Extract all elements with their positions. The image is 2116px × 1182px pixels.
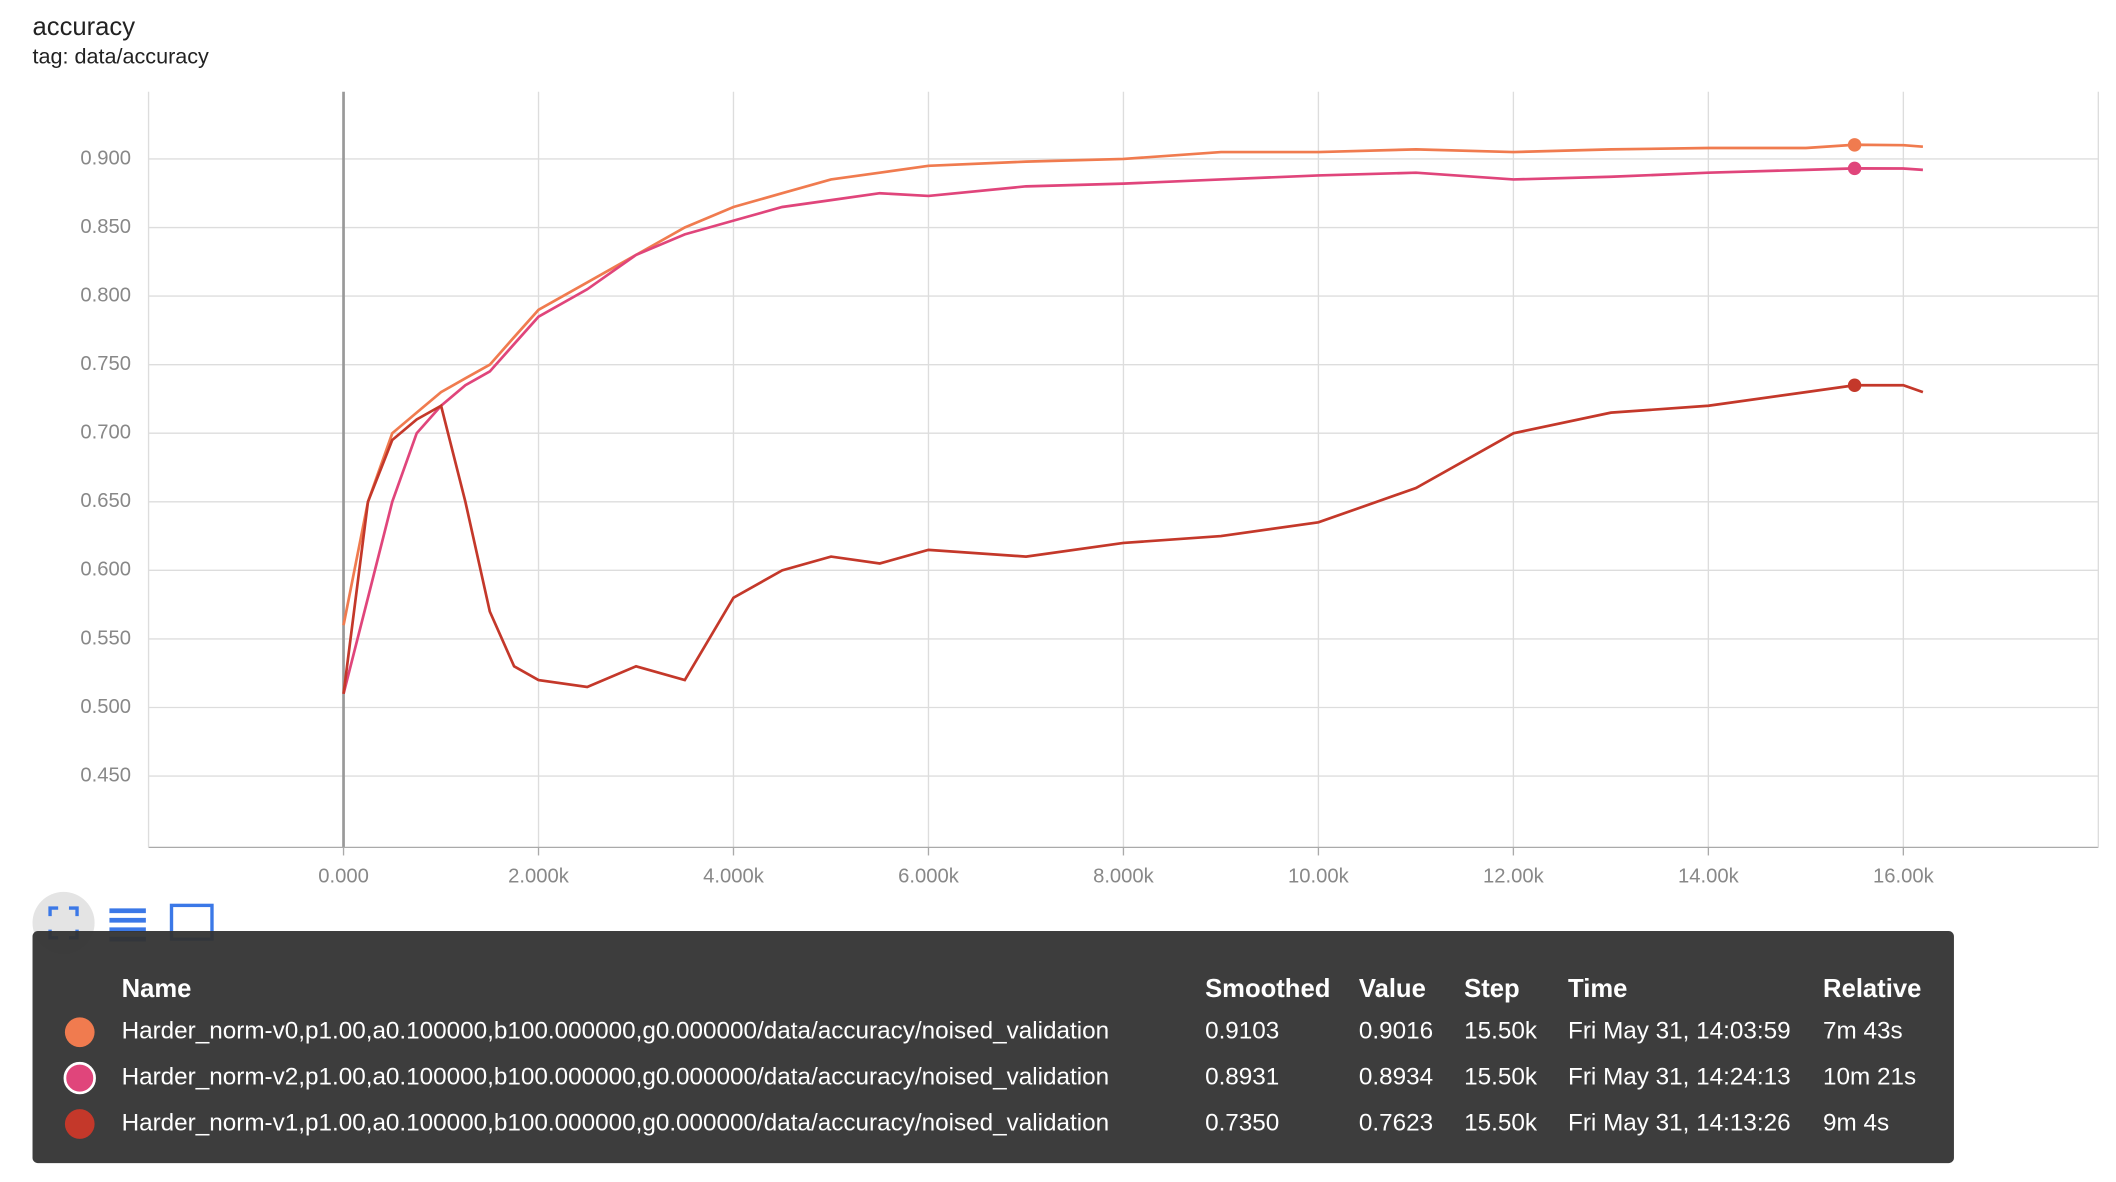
highlight-point <box>1847 138 1862 152</box>
y-tick-label: 0.850 <box>80 216 131 238</box>
tooltip-name: Harder_norm-v1,p1.00,a0.100000,b100.0000… <box>122 1109 1110 1136</box>
tooltip-header: Time <box>1568 975 1627 1003</box>
tooltip-cell: 15.50k <box>1464 1018 1538 1045</box>
plot-area: 0.450 0.500 0.550 0.600 0.650 0.700 0.750 0.800… <box>80 91 2099 887</box>
tooltip-cell: 15.50k <box>1464 1064 1538 1091</box>
tooltip-header: Value <box>1359 975 1426 1003</box>
legend-swatch <box>63 1061 96 1095</box>
x-tick-label: 14.00k <box>1678 865 1740 887</box>
y-tick-label: 0.650 <box>80 490 131 512</box>
tooltip-cell: 7m 43s <box>1823 1018 1903 1045</box>
tooltip-cell: 9m 4s <box>1823 1109 1889 1136</box>
list-icon[interactable] <box>109 908 146 942</box>
tooltip-cell: Fri May 31, 14:03:59 <box>1568 1018 1791 1045</box>
y-tick-label: 0.600 <box>80 559 131 581</box>
series-line <box>342 167 1924 695</box>
x-tick-label: 16.00k <box>1873 865 1935 887</box>
legend-swatch <box>64 1109 95 1139</box>
tooltip: Name Smoothed Value Step Time Relative Harder_… <box>32 931 1954 1164</box>
tooltip-header: Name <box>122 975 192 1003</box>
tooltip-header: Step <box>1464 975 1520 1003</box>
fit-icon[interactable] <box>48 906 79 940</box>
x-tick-label: 2.000k <box>508 865 570 887</box>
x-tick-label: 10.00k <box>1288 865 1350 887</box>
chart-title: accuracy <box>33 13 136 41</box>
legend-swatch <box>64 1017 95 1048</box>
tooltip-cell: 0.8931 <box>1205 1064 1279 1091</box>
tooltip-cell: 10m 21s <box>1823 1064 1916 1091</box>
y-tick-label: 0.500 <box>80 696 131 718</box>
y-tick-label: 0.700 <box>80 422 131 444</box>
tooltip-cell: 0.7623 <box>1359 1109 1433 1136</box>
y-tick-label: 0.750 <box>80 353 131 375</box>
x-tick-label: 4.000k <box>703 865 765 887</box>
tooltip-header: Smoothed <box>1205 975 1330 1003</box>
tooltip-cell: Fri May 31, 14:24:13 <box>1568 1064 1791 1091</box>
y-tick-label: 0.550 <box>80 627 131 649</box>
tooltip-cell: 0.8934 <box>1359 1064 1433 1091</box>
tooltip-cell: 0.9016 <box>1359 1018 1433 1045</box>
series-line <box>342 383 1924 694</box>
tooltip-name: Harder_norm-v0,p1.00,a0.100000,b100.0000… <box>122 1018 1110 1045</box>
tooltip-cell: Fri May 31, 14:13:26 <box>1568 1109 1791 1136</box>
tooltip-header: Relative <box>1823 975 1921 1003</box>
highlight-point <box>1847 378 1862 392</box>
x-tick-label: 0.000 <box>318 865 369 887</box>
y-tick-label: 0.800 <box>80 284 131 306</box>
tooltip-cell: 15.50k <box>1464 1109 1538 1136</box>
tooltip-cell: 0.7350 <box>1205 1109 1279 1136</box>
x-tick-label: 12.00k <box>1483 865 1545 887</box>
tooltip-cell: 0.9103 <box>1205 1018 1279 1045</box>
series-line <box>342 143 1924 626</box>
tooltip-name: Harder_norm-v2,p1.00,a0.100000,b100.0000… <box>122 1064 1110 1091</box>
highlight-point <box>1847 161 1862 176</box>
tooltip-background <box>32 931 1954 1164</box>
y-tick-label: 0.900 <box>80 147 131 169</box>
x-tick-label: 6.000k <box>898 865 960 887</box>
chart-subtitle: tag: data/accuracy <box>33 44 210 69</box>
y-tick-label: 0.450 <box>80 764 131 786</box>
x-tick-label: 8.000k <box>1093 865 1155 887</box>
